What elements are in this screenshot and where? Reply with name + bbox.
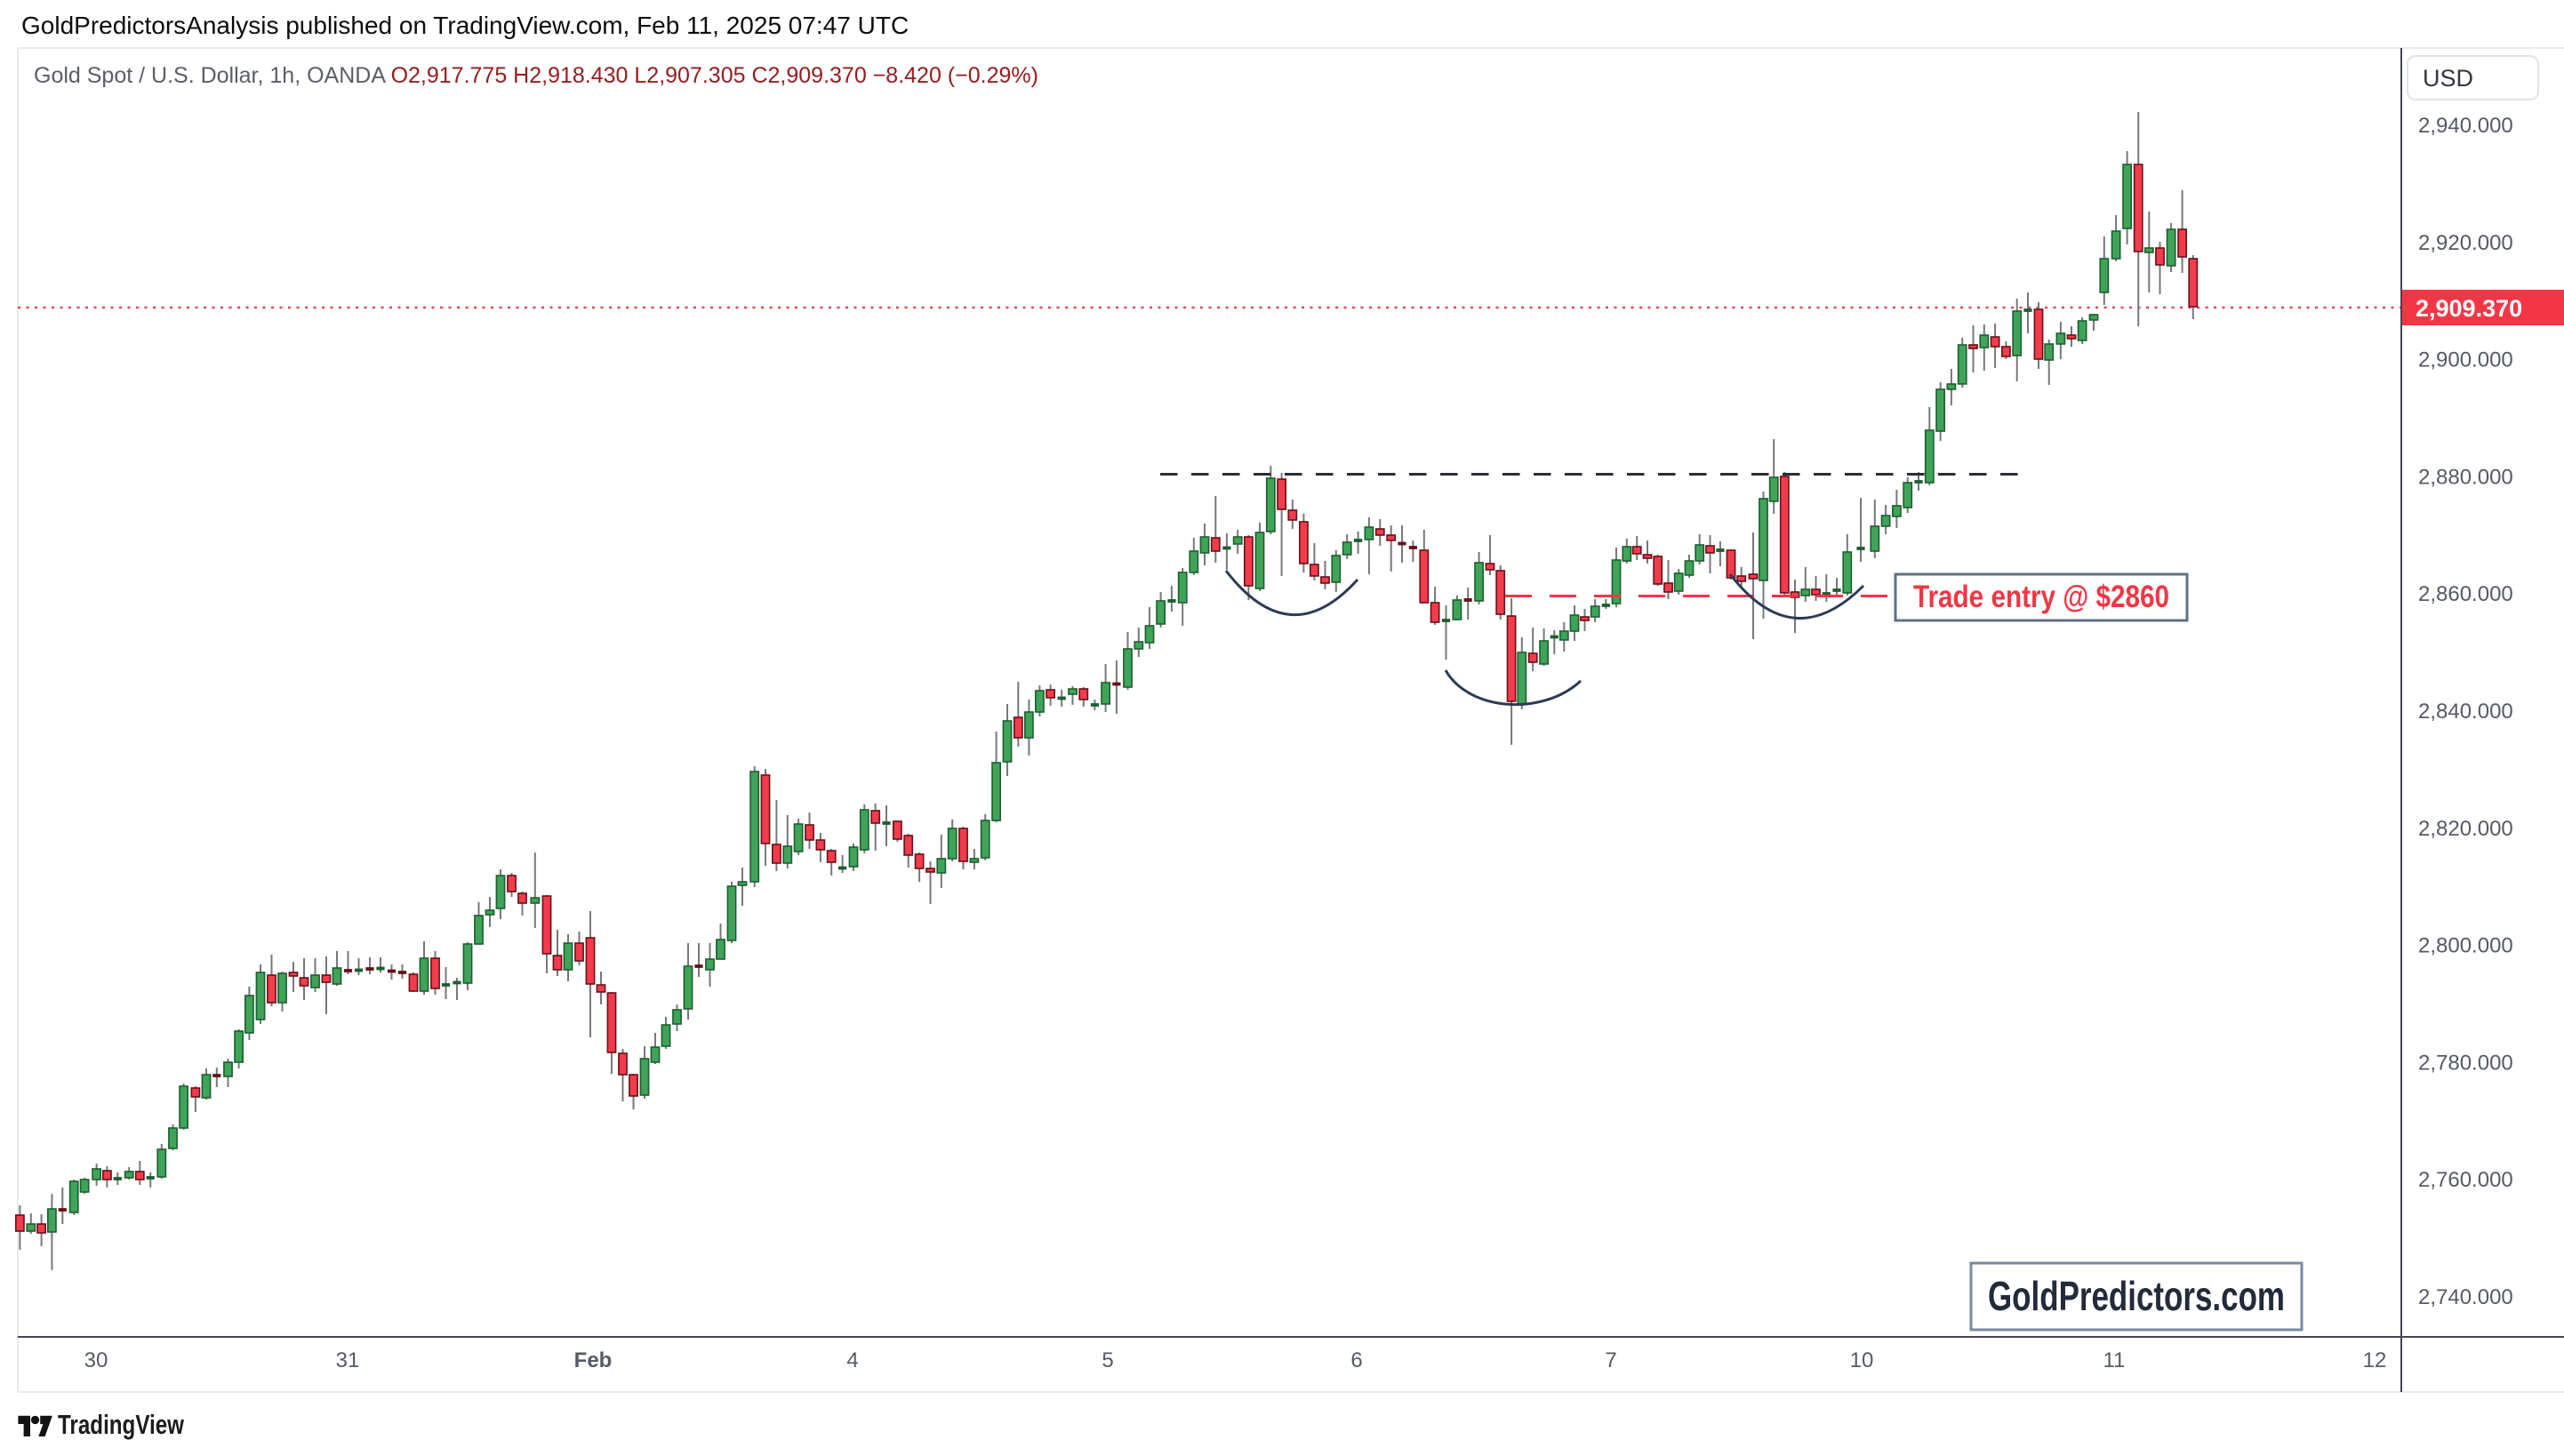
svg-text:10: 10 <box>1850 1348 1874 1372</box>
svg-text:Gold Spot / U.S. Dollar, 1h, O: Gold Spot / U.S. Dollar, 1h, OANDA O2,91… <box>34 63 1038 88</box>
svg-text:7: 7 <box>1605 1348 1616 1372</box>
svg-text:2,860.000: 2,860.000 <box>2418 582 2513 606</box>
svg-text:31: 31 <box>336 1348 360 1372</box>
svg-text:2,780.000: 2,780.000 <box>2418 1051 2513 1075</box>
svg-text:2,800.000: 2,800.000 <box>2418 934 2513 958</box>
svg-text:2,900.000: 2,900.000 <box>2418 348 2513 372</box>
svg-text:30: 30 <box>84 1348 108 1372</box>
svg-text:Feb: Feb <box>574 1348 613 1372</box>
svg-text:11: 11 <box>2103 1348 2126 1372</box>
svg-text:6: 6 <box>1350 1348 1362 1372</box>
svg-text:2,840.000: 2,840.000 <box>2418 700 2513 724</box>
svg-text:5: 5 <box>1102 1348 1113 1372</box>
svg-text:TradingView: TradingView <box>58 1409 185 1440</box>
svg-text:Trade entry @ $2860: Trade entry @ $2860 <box>1913 580 2169 614</box>
svg-text:2,909.370: 2,909.370 <box>2416 295 2522 322</box>
svg-text:2,740.000: 2,740.000 <box>2418 1285 2513 1309</box>
svg-text:2,760.000: 2,760.000 <box>2418 1168 2513 1192</box>
svg-text:4: 4 <box>846 1348 858 1372</box>
svg-text:GoldPredictorsAnalysis publish: GoldPredictorsAnalysis published on Trad… <box>21 12 909 39</box>
svg-text:2,820.000: 2,820.000 <box>2418 817 2513 841</box>
svg-text:USD: USD <box>2423 65 2473 92</box>
svg-text:GoldPredictors.com: GoldPredictors.com <box>1988 1273 2285 1319</box>
svg-text:2,940.000: 2,940.000 <box>2418 114 2513 138</box>
svg-text:12: 12 <box>2363 1348 2387 1372</box>
svg-text:2,880.000: 2,880.000 <box>2418 465 2513 489</box>
svg-text:2,920.000: 2,920.000 <box>2418 231 2513 255</box>
